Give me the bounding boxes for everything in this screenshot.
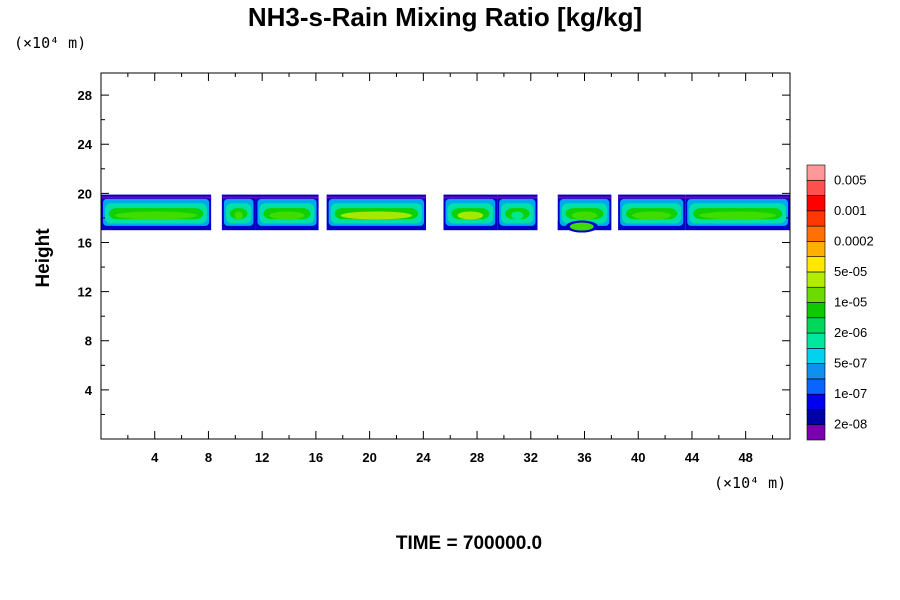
x-tick-label: 8: [205, 450, 212, 465]
x-tick-label: 36: [577, 450, 591, 465]
band-edge: [221, 196, 256, 199]
colorbar-label: 1e-07: [834, 386, 867, 401]
colorbar-swatch: [806, 256, 826, 273]
x-tick-label: 24: [416, 450, 431, 465]
colorbar-swatch: [806, 317, 826, 334]
band-core: [340, 211, 413, 220]
x-tick-label: 32: [524, 450, 538, 465]
y-tick-label: 12: [78, 285, 92, 300]
colorbar-swatch: [806, 409, 826, 426]
y-tick-label: 20: [78, 186, 92, 201]
band-gap: [537, 73, 558, 221]
band-edge: [557, 196, 612, 199]
x-tick-label: 20: [362, 450, 376, 465]
y-axis: 4 8 12 16 20 24 28: [78, 88, 790, 415]
colorbar-swatch: [806, 378, 826, 395]
colorbar-label: 0.005: [834, 172, 867, 187]
x-axis: 4 8 12 16 20 24 28 32 36 40 44 48: [127, 73, 774, 465]
band-edge: [618, 196, 686, 199]
plot-area: [101, 73, 790, 439]
y-tick-label: 8: [85, 334, 92, 349]
y-tick-label: 24: [78, 137, 93, 152]
colorbar-swatch: [806, 179, 826, 196]
band-edge: [326, 196, 427, 199]
band-edge: [255, 196, 319, 199]
colorbar-label: 2e-06: [834, 325, 867, 340]
chart-title: NH3-s-Rain Mixing Ratio [kg/kg]: [248, 2, 642, 32]
x-tick-label: 44: [685, 450, 700, 465]
band-core: [511, 211, 524, 220]
lower-blob-core: [569, 222, 594, 231]
rain-band-layer: [101, 73, 790, 233]
colorbar-label: 2e-08: [834, 417, 867, 432]
colorbar-swatch: [806, 271, 826, 288]
plot-frame: [100, 72, 791, 440]
band-core: [269, 211, 305, 220]
band-core: [571, 211, 598, 220]
y-tick-label: 4: [85, 383, 93, 398]
colorbar-swatch: [806, 241, 826, 257]
y-tick-label: 28: [78, 88, 92, 103]
x-tick-label: 28: [470, 450, 484, 465]
band-core: [699, 211, 776, 220]
colorbar-label: 0.0002: [834, 233, 874, 248]
colorbar-label: 5e-05: [834, 264, 867, 279]
colorbar-swatch: [806, 363, 826, 380]
x-tick-label: 16: [309, 450, 323, 465]
colorbar-label: 0.001: [834, 203, 867, 218]
colorbar-swatch: [806, 225, 826, 242]
band-core: [457, 211, 484, 220]
band-core: [234, 211, 243, 220]
colorbar-swatch: [806, 348, 826, 364]
y-axis-label: Height: [33, 228, 54, 288]
band-edge: [443, 196, 498, 199]
time-footer: TIME = 700000.0: [396, 533, 542, 554]
colorbar-swatch: [806, 393, 826, 410]
band-core: [632, 211, 672, 220]
colorbar-swatch: [806, 332, 826, 349]
colorbar-swatch: [806, 302, 826, 319]
x-tick-label: 12: [255, 450, 269, 465]
band-edge: [101, 196, 212, 199]
colorbar-label: 1e-05: [834, 295, 867, 310]
colorbar: 2e-08 1e-07 5e-07 2e-06 1e-05 5e-05 0.0002 0.00…: [806, 164, 874, 441]
x-unit-label: (×10⁴ m): [714, 474, 786, 492]
colorbar-swatch: [806, 195, 826, 212]
x-tick-label: 4: [151, 450, 159, 465]
colorbar-swatch: [806, 424, 826, 441]
colorbar-swatch: [806, 210, 826, 227]
y-tick-label: 16: [78, 235, 92, 250]
x-tick-label: 40: [631, 450, 645, 465]
band-core: [115, 211, 198, 220]
colorbar-swatch: [806, 286, 826, 303]
colorbar-swatch: [806, 164, 826, 181]
band-edge: [685, 196, 790, 199]
x-tick-label: 48: [738, 450, 752, 465]
colorbar-label: 5e-07: [834, 356, 867, 371]
band-edge: [497, 196, 538, 199]
y-unit-label: (×10⁴ m): [14, 34, 86, 52]
